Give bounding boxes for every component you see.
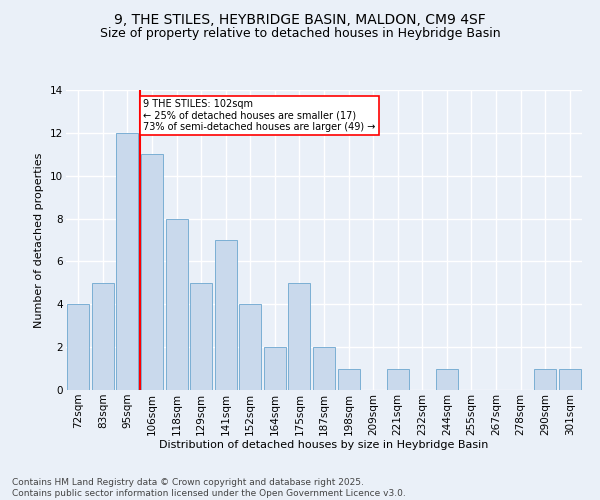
Y-axis label: Number of detached properties: Number of detached properties [34, 152, 44, 328]
Bar [166, 218, 188, 390]
X-axis label: Distribution of detached houses by size in Heybridge Basin: Distribution of detached houses by size … [160, 440, 488, 450]
Bar [534, 368, 556, 390]
Bar [239, 304, 262, 390]
Text: Size of property relative to detached houses in Heybridge Basin: Size of property relative to detached ho… [100, 28, 500, 40]
Bar [436, 368, 458, 390]
Bar [386, 368, 409, 390]
Bar [190, 283, 212, 390]
Bar [141, 154, 163, 390]
Text: 9 THE STILES: 102sqm
← 25% of detached houses are smaller (17)
73% of semi-detac: 9 THE STILES: 102sqm ← 25% of detached h… [143, 98, 376, 132]
Bar [264, 347, 286, 390]
Bar [559, 368, 581, 390]
Bar [313, 347, 335, 390]
Text: 9, THE STILES, HEYBRIDGE BASIN, MALDON, CM9 4SF: 9, THE STILES, HEYBRIDGE BASIN, MALDON, … [114, 12, 486, 26]
Text: Contains HM Land Registry data © Crown copyright and database right 2025.
Contai: Contains HM Land Registry data © Crown c… [12, 478, 406, 498]
Bar [116, 133, 139, 390]
Bar [67, 304, 89, 390]
Bar [215, 240, 237, 390]
Bar [289, 283, 310, 390]
Bar [338, 368, 359, 390]
Bar [92, 283, 114, 390]
